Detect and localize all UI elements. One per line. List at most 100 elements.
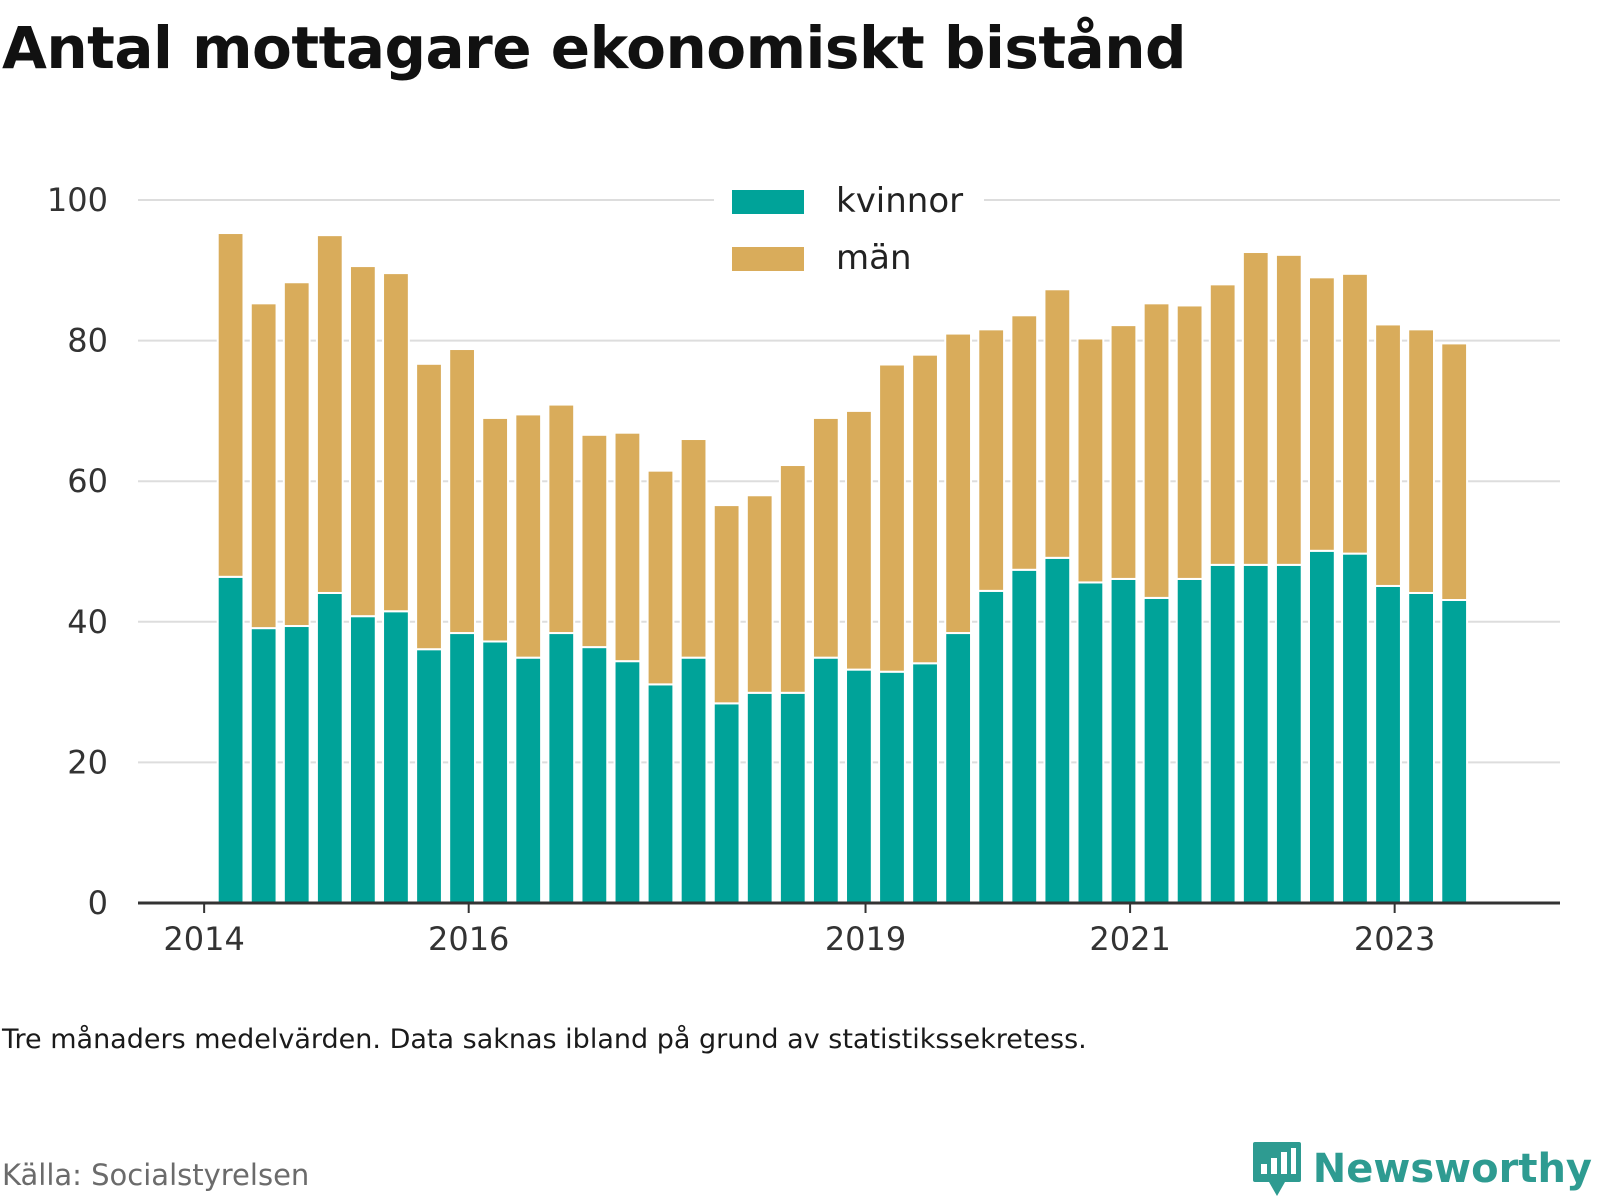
- y-tick-label: 100: [47, 181, 108, 219]
- bar-kvinnor: [778, 691, 807, 904]
- stacked-bar-chart: 0 20 40 60 80 100 2014 2016 2019 2021 2023 kvinnor…: [47, 170, 1560, 958]
- legend-swatch-kvinnor: [732, 190, 804, 214]
- bar-man: [282, 281, 311, 628]
- bar-kvinnor: [811, 656, 840, 905]
- bar-kvinnor: [1374, 584, 1402, 905]
- bar-man: [580, 433, 609, 649]
- y-tick-label: 40: [67, 603, 108, 641]
- bar-man: [1175, 304, 1204, 580]
- bar-kvinnor: [712, 702, 741, 905]
- bar-man: [1341, 272, 1369, 555]
- source-text: Källa: Socialstyrelsen: [2, 1158, 310, 1192]
- bar-kvinnor: [1208, 563, 1237, 904]
- legend-label-man: män: [836, 238, 912, 278]
- x-tick-label: 2021: [1089, 920, 1170, 958]
- x-tick-label: 2019: [825, 920, 906, 958]
- bar-man: [1407, 328, 1436, 594]
- legend-swatch-man: [732, 247, 804, 271]
- bar-man: [1142, 302, 1171, 599]
- bar-kvinnor: [613, 660, 642, 905]
- chart-title: Antal mottagare ekonomiskt bistånd: [2, 14, 1187, 82]
- bar-man: [778, 464, 807, 694]
- bar-kvinnor: [1341, 552, 1369, 904]
- bar-kvinnor: [282, 625, 311, 904]
- brand-name: Newsworthy: [1312, 1146, 1592, 1192]
- bar-kvinnor: [1308, 549, 1336, 904]
- chart-note: Tre månaders medelvärden. Data saknas ib…: [2, 1024, 1087, 1055]
- brand-logo[interactable]: Newsworthy: [1251, 1140, 1592, 1198]
- bar-kvinnor: [977, 589, 1006, 904]
- bar-man: [448, 348, 476, 635]
- bar-man: [1308, 276, 1336, 552]
- bar-man: [249, 302, 278, 630]
- bar-kvinnor: [845, 668, 873, 904]
- bar-man: [1374, 323, 1402, 587]
- bars: [216, 232, 1469, 905]
- x-tick-label: 2023: [1354, 920, 1435, 958]
- bar-man: [911, 353, 939, 665]
- bar-kvinnor: [249, 627, 278, 904]
- bar-kvinnor: [878, 670, 906, 905]
- bar-kvinnor: [1440, 599, 1469, 905]
- bar-man: [481, 416, 510, 643]
- bar-kvinnor: [1043, 556, 1072, 905]
- bar-kvinnor: [580, 646, 609, 904]
- x-tick-label: 2016: [428, 920, 509, 958]
- bar-kvinnor: [1109, 577, 1138, 904]
- bar-kvinnor: [382, 610, 410, 904]
- bar-man: [845, 409, 873, 671]
- axes: 0 20 40 60 80 100 2014 2016 2019 2021 2023: [47, 181, 1560, 958]
- bar-kvinnor: [514, 656, 543, 905]
- bar-kvinnor: [679, 656, 708, 905]
- bar-man: [679, 438, 708, 659]
- x-tick-label: 2014: [163, 920, 244, 958]
- bar-kvinnor: [646, 683, 675, 904]
- bar-man: [1043, 288, 1072, 559]
- bar-kvinnor: [1175, 577, 1204, 904]
- bar-kvinnor: [415, 648, 443, 904]
- newsworthy-logo-icon: [1252, 1142, 1301, 1196]
- bar-man: [216, 232, 245, 578]
- bar-kvinnor: [1010, 568, 1039, 904]
- y-tick-label: 0: [88, 884, 108, 922]
- bar-man: [547, 403, 576, 635]
- bar-man: [977, 328, 1006, 592]
- legend: kvinnor män: [714, 170, 984, 285]
- bar-man: [712, 504, 741, 705]
- bar-man: [646, 469, 675, 686]
- bar-man: [1010, 314, 1039, 571]
- bar-man: [944, 332, 973, 635]
- bar-man: [1440, 342, 1469, 602]
- bar-kvinnor: [1274, 563, 1303, 904]
- bar-kvinnor: [1241, 563, 1270, 904]
- bar-man: [415, 362, 443, 651]
- bar-man: [1241, 251, 1270, 566]
- bar-kvinnor: [1407, 591, 1436, 904]
- bar-kvinnor: [481, 640, 510, 904]
- bar-kvinnor: [944, 632, 973, 904]
- y-tick-label: 20: [67, 743, 108, 781]
- bar-man: [348, 265, 377, 618]
- bar-kvinnor: [216, 575, 245, 904]
- bar-kvinnor: [1076, 581, 1105, 904]
- bar-man: [811, 416, 840, 659]
- bar-kvinnor: [1142, 596, 1171, 904]
- bar-man: [1274, 253, 1303, 566]
- bar-man: [1208, 283, 1237, 566]
- bar-man: [878, 363, 906, 673]
- bar-kvinnor: [547, 632, 576, 904]
- bar-man: [382, 272, 410, 613]
- y-tick-label: 80: [67, 322, 108, 360]
- bar-kvinnor: [911, 662, 939, 904]
- bar-man: [1076, 337, 1105, 584]
- y-tick-label: 60: [67, 462, 108, 500]
- bar-man: [514, 413, 543, 659]
- bar-kvinnor: [745, 691, 774, 904]
- bar-kvinnor: [448, 632, 476, 904]
- bar-man: [745, 494, 774, 694]
- bar-kvinnor: [348, 615, 377, 905]
- bar-man: [613, 431, 642, 663]
- legend-label-kvinnor: kvinnor: [836, 181, 963, 221]
- bar-man: [315, 234, 344, 594]
- bar-man: [1109, 324, 1138, 580]
